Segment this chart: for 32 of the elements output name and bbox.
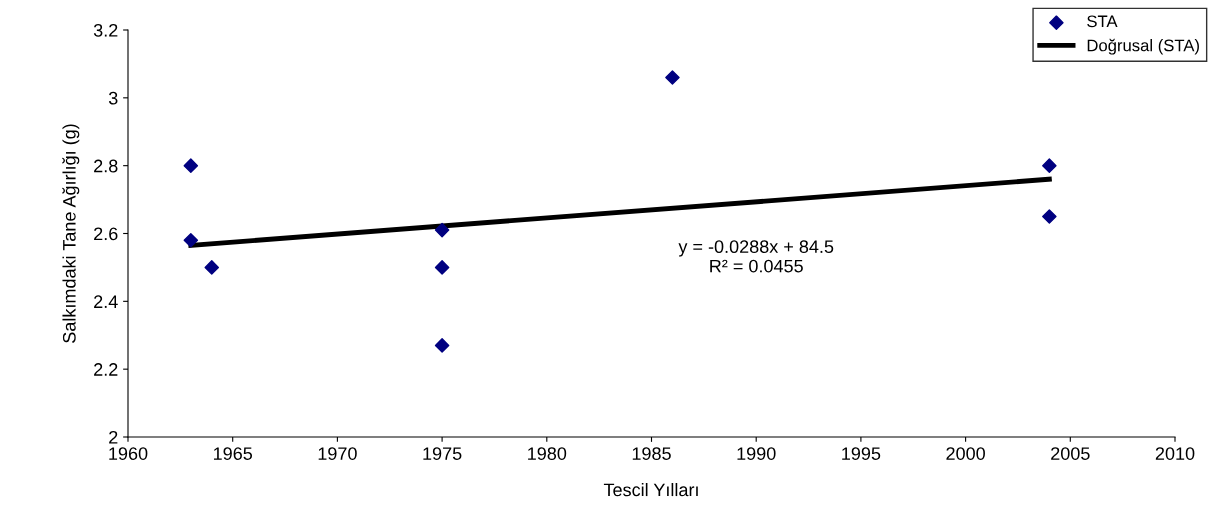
x-tick-label: 1970 xyxy=(318,447,357,460)
y-tick-label: 3 xyxy=(108,91,118,105)
point xyxy=(204,260,220,275)
y-tick-label: 2 xyxy=(109,430,118,444)
y-tick-label: 2.6 xyxy=(94,227,118,241)
point xyxy=(183,158,199,173)
x-axis-title: Tescil Yılları xyxy=(603,483,698,497)
x-tick-label: 1965 xyxy=(214,447,253,460)
x-tick-label: 1995 xyxy=(842,447,881,460)
y-tick-label: 3.2 xyxy=(93,23,118,37)
point xyxy=(183,233,199,248)
legend-label: STA xyxy=(1087,15,1118,28)
annotation: y = -0.0288x + 84.5 R² = 0.0455 xyxy=(678,240,834,273)
x-tick-label: 1975 xyxy=(423,447,462,460)
legend-label: Doğrusal (STA) xyxy=(1087,38,1199,55)
x-tick-label: 2010 xyxy=(1155,447,1195,460)
point xyxy=(434,260,450,275)
point xyxy=(434,222,450,238)
x-tick-label: 1960 xyxy=(109,447,148,460)
y-tick-label: 2.4 xyxy=(94,295,118,308)
x-tick-label: 1985 xyxy=(632,447,671,460)
point xyxy=(1042,209,1057,224)
point xyxy=(434,338,450,353)
x-tick-label: 2005 xyxy=(1051,447,1090,460)
point xyxy=(665,70,680,85)
y-tick-label: 2.8 xyxy=(94,159,118,173)
x-tick-label: 1990 xyxy=(737,447,776,460)
y-tick-label: 2.2 xyxy=(94,363,118,376)
x-tick-label: 2000 xyxy=(946,447,985,460)
y-axis-title: Salkımdaki Tane Ağırlığı (g) xyxy=(62,124,80,343)
point xyxy=(1042,158,1057,173)
x-tick-label: 1980 xyxy=(528,447,567,460)
